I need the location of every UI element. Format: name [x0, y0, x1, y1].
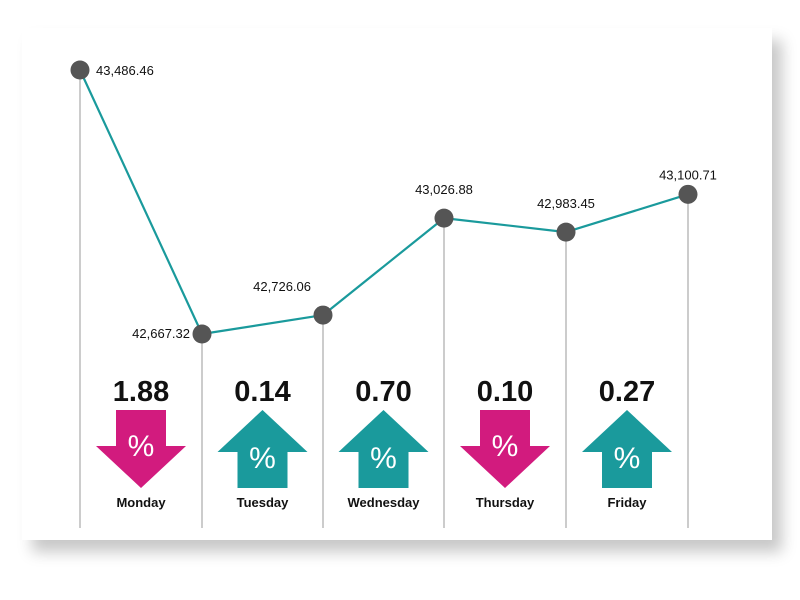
- percent-sign-wednesday: %: [370, 442, 397, 475]
- data-point-4: [556, 222, 576, 242]
- change-thursday: 0.10% Thursday: [460, 376, 550, 510]
- data-point-3: [434, 208, 454, 228]
- value-label-4: 42,983.45: [537, 196, 595, 211]
- value-label-1: 42,667.32: [132, 326, 190, 341]
- percent-sign-friday: %: [614, 442, 641, 475]
- data-point-0: [70, 60, 90, 80]
- chart-card: 43,486.46 42,667.32 42,726.06 43,026.88 42,9…: [22, 28, 772, 540]
- gridlines: [79, 70, 689, 528]
- daily-changes: 1.88% Monday 0.14% Tuesday 0.70% Wednesday 0.1…: [96, 376, 672, 510]
- change-wednesday: 0.70% Wednesday: [338, 376, 429, 510]
- line-chart: 43,486.46 42,667.32 42,726.06 43,026.88 42,9…: [70, 60, 717, 528]
- data-point-1: [192, 324, 212, 344]
- day-label-thursday: Thursday: [476, 495, 535, 510]
- arrow-up-icon-tuesday: [217, 410, 308, 488]
- value-label-5: 43,100.71: [659, 167, 717, 182]
- percent-sign-monday: %: [128, 430, 155, 463]
- arrow-up-icon-friday: [582, 410, 672, 488]
- percent-sign-tuesday: %: [249, 442, 276, 475]
- value-labels: 43,486.46 42,667.32 42,726.06 43,026.88 42,9…: [96, 63, 717, 341]
- data-point-2: [313, 305, 333, 325]
- change-value-wednesday: 0.70: [355, 376, 411, 408]
- change-value-thursday: 0.10: [477, 376, 533, 408]
- change-monday: 1.88% Monday: [96, 376, 186, 510]
- series-polyline: [79, 69, 689, 336]
- value-label-0: 43,486.46: [96, 63, 154, 78]
- day-label-wednesday: Wednesday: [347, 495, 420, 510]
- change-value-monday: 1.88: [113, 376, 169, 408]
- arrow-down-icon-thursday: [460, 410, 550, 488]
- percent-sign-thursday: %: [492, 430, 519, 463]
- arrow-up-icon-wednesday: [338, 410, 429, 488]
- change-friday: 0.27% Friday: [582, 376, 672, 510]
- day-label-tuesday: Tuesday: [237, 495, 290, 510]
- day-label-monday: Monday: [116, 495, 166, 510]
- series-line: [79, 69, 689, 336]
- day-label-friday: Friday: [607, 495, 647, 510]
- change-tuesday: 0.14% Tuesday: [217, 376, 308, 510]
- change-value-friday: 0.27: [599, 376, 655, 408]
- change-value-tuesday: 0.14: [234, 376, 290, 408]
- arrow-down-icon-monday: [96, 410, 186, 488]
- data-point-5: [678, 184, 698, 204]
- value-label-2: 42,726.06: [253, 279, 311, 294]
- markers: [70, 60, 698, 344]
- value-label-3: 43,026.88: [415, 182, 473, 197]
